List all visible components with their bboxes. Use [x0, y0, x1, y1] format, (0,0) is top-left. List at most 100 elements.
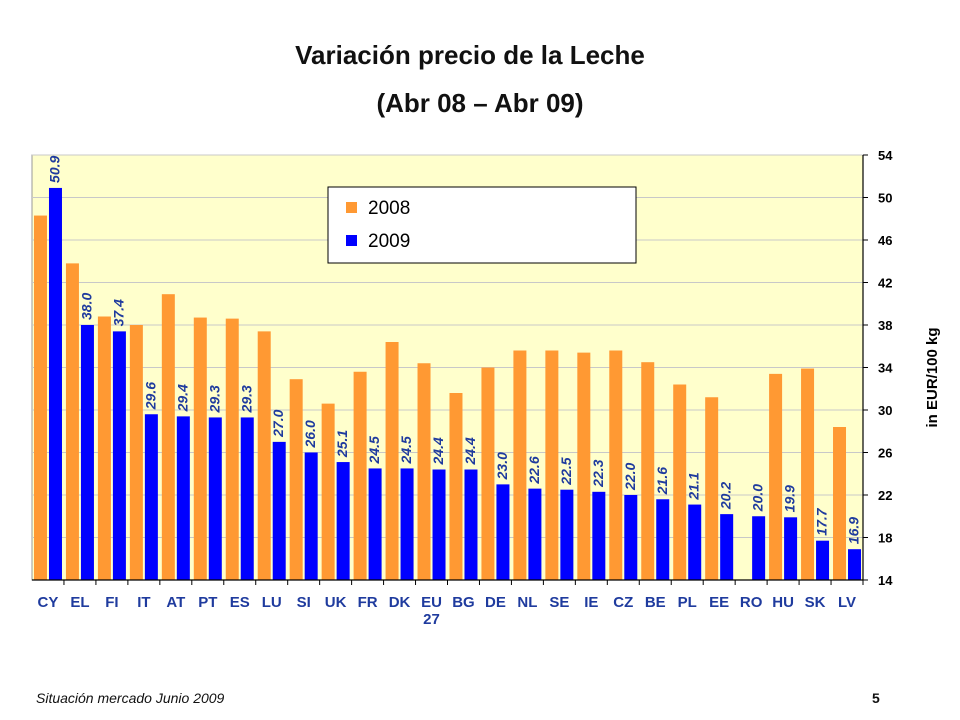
bar-2009 — [848, 549, 862, 580]
bar-2008 — [577, 352, 591, 580]
bar-2009 — [368, 468, 382, 580]
data-label: 22.0 — [622, 463, 638, 491]
bar-2008 — [833, 427, 847, 580]
x-tick-label: BE — [645, 594, 666, 611]
bar-2009 — [816, 540, 830, 580]
bar-2009 — [528, 488, 542, 580]
y-tick-label: 42 — [878, 276, 892, 291]
bar-2009 — [208, 417, 222, 580]
bar-2009 — [496, 484, 510, 580]
legend-label: 2008 — [368, 198, 410, 219]
bar-2008 — [609, 350, 623, 580]
bar-2008 — [225, 318, 239, 580]
bar-2009 — [720, 514, 734, 580]
data-label: 29.3 — [206, 385, 222, 413]
x-tick-label: EU — [421, 594, 442, 611]
x-tick-label: LU — [262, 594, 282, 611]
x-tick-label: SI — [297, 594, 311, 611]
data-label: 22.3 — [590, 459, 606, 487]
bar-2008 — [673, 384, 687, 580]
data-label: 29.6 — [142, 382, 158, 410]
bar-2009 — [656, 499, 670, 580]
bar-2008 — [769, 373, 783, 580]
data-label: 26.0 — [302, 420, 318, 448]
x-tick-label: SK — [805, 594, 826, 611]
data-label: 20.0 — [750, 484, 766, 512]
bar-2009 — [272, 441, 286, 580]
bar-2009 — [304, 452, 318, 580]
y-tick-label: 34 — [878, 361, 893, 376]
bar-2009 — [592, 491, 606, 580]
x-tick-label: NL — [517, 594, 537, 611]
x-tick-label: LV — [838, 594, 856, 611]
data-label: 24.5 — [366, 436, 382, 464]
x-tick-label: FR — [358, 594, 378, 611]
data-labels: 50.9 38.0 37.4 29.6 29.4 29.3 29.3 27.0 26.0 25.1… — [46, 155, 861, 544]
x-tick-label: IT — [137, 594, 150, 611]
data-label: 20.2 — [718, 482, 734, 510]
x-tick-label: PL — [678, 594, 697, 611]
data-label: 29.3 — [238, 385, 254, 413]
x-tick-label: CY — [38, 594, 59, 611]
x-tick-label: DE — [485, 594, 506, 611]
bar-2008 — [321, 403, 335, 580]
y-tick-label: 26 — [878, 446, 892, 461]
data-label: 24.4 — [430, 437, 446, 465]
bar-2009 — [336, 462, 350, 580]
bar-2009 — [752, 516, 766, 580]
bar-2009 — [176, 416, 190, 580]
bar-2008 — [385, 342, 399, 580]
data-label: 27.0 — [270, 409, 286, 437]
y-tick-label: 14 — [878, 573, 893, 588]
x-tick-label: EE — [709, 594, 729, 611]
x-tick-label: EL — [70, 594, 89, 611]
bar-2009 — [48, 187, 62, 580]
bar-2008 — [193, 317, 207, 580]
bar-2008 — [481, 367, 495, 580]
x-tick-label: 27 — [423, 611, 440, 628]
y-axis: 14 18 22 26 30 34 38 42 46 50 54 — [862, 148, 893, 588]
x-tick-label: IE — [584, 594, 598, 611]
bar-2008 — [641, 362, 655, 580]
x-tick-label: BG — [452, 594, 475, 611]
data-label: 37.4 — [110, 299, 126, 326]
footer-caption: Situación mercado Junio 2009 — [36, 690, 225, 706]
legend-swatch — [346, 235, 357, 246]
data-label: 24.5 — [398, 436, 414, 464]
chart-title: Variación precio de la Leche — [295, 40, 645, 70]
bar-2008 — [33, 215, 47, 580]
page-number: 5 — [872, 690, 880, 706]
data-label: 50.9 — [46, 155, 62, 182]
data-label: 22.6 — [526, 456, 542, 484]
legend: 2008 2009 — [327, 186, 637, 264]
data-label: 17.7 — [814, 507, 830, 535]
x-tick-label: FI — [105, 594, 118, 611]
bar-2008 — [161, 294, 175, 580]
x-tick-label: DK — [389, 594, 411, 611]
legend-box — [327, 186, 637, 264]
y-tick-label: 30 — [878, 403, 892, 418]
data-label: 19.9 — [782, 485, 798, 512]
y-tick-label: 54 — [878, 148, 893, 163]
bar-2008 — [417, 363, 431, 580]
y-tick-label: 46 — [878, 233, 892, 248]
x-tick-label: AT — [166, 594, 185, 611]
legend-swatch — [346, 202, 357, 213]
data-label: 21.6 — [654, 467, 670, 495]
bar-2009 — [560, 489, 574, 580]
bar-2009 — [464, 469, 478, 580]
y-tick-label: 50 — [878, 191, 892, 206]
x-tick-label: HU — [772, 594, 794, 611]
bar-2008 — [449, 393, 463, 580]
bar-2008 — [353, 371, 367, 580]
y-axis-label: in EUR/100 kg — [924, 327, 941, 427]
bar-2008 — [289, 379, 303, 580]
chart-subtitle: (Abr 08 – Abr 09) — [376, 88, 584, 118]
data-label: 38.0 — [78, 293, 94, 320]
bar-2009 — [784, 517, 798, 580]
bar-2009 — [432, 469, 446, 580]
data-label: 16.9 — [846, 517, 862, 544]
bar-2009 — [624, 495, 638, 580]
data-label: 23.0 — [494, 452, 510, 480]
